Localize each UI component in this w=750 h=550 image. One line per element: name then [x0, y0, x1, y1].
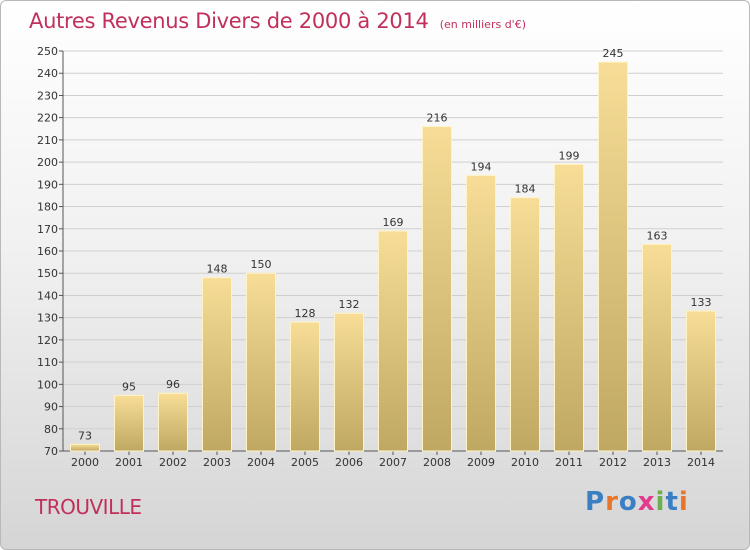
- value-label: 148: [207, 263, 228, 276]
- x-tick-label: 2013: [643, 456, 671, 469]
- x-tick-label: 2005: [291, 456, 319, 469]
- y-tick-label: 250: [37, 45, 58, 58]
- value-label: 95: [122, 380, 136, 393]
- y-tick-label: 120: [37, 334, 58, 347]
- chart-title-row: Autres Revenus Divers de 2000 à 2014 (en…: [29, 9, 526, 33]
- value-label: 199: [559, 149, 580, 162]
- labels: 7080901001101201301401501601701801902002…: [37, 45, 715, 469]
- chart-title: Autres Revenus Divers de 2000 à 2014: [29, 9, 429, 33]
- bar-2007: [377, 230, 409, 452]
- x-tick-label: 2001: [115, 456, 143, 469]
- bar-2004: [245, 272, 277, 452]
- brand-logo: Proxiti: [585, 487, 689, 517]
- brand-letter: i: [655, 487, 666, 517]
- y-tick-label: 210: [37, 134, 58, 147]
- bar-2003: [201, 277, 233, 452]
- bar-2013: [641, 243, 673, 452]
- x-tick-label: 2003: [203, 456, 231, 469]
- bar-2011: [553, 163, 585, 452]
- y-tick-label: 70: [44, 445, 58, 458]
- value-label: 245: [603, 47, 624, 60]
- y-tick-label: 90: [44, 401, 58, 414]
- value-label: 150: [251, 258, 272, 271]
- y-tick-label: 180: [37, 201, 58, 214]
- value-label: 73: [78, 429, 92, 442]
- bar-2002: [157, 392, 189, 452]
- value-label: 169: [383, 216, 404, 229]
- y-tick-label: 150: [37, 267, 58, 280]
- bar-2005: [289, 321, 321, 452]
- value-label: 96: [166, 378, 180, 391]
- y-tick-label: 240: [37, 67, 58, 80]
- x-tick-label: 2006: [335, 456, 363, 469]
- bar-2014: [685, 310, 717, 452]
- bar-2009: [465, 174, 497, 452]
- x-tick-label: 2007: [379, 456, 407, 469]
- brand-letter: P: [585, 487, 606, 517]
- y-tick-label: 220: [37, 112, 58, 125]
- bar-2008: [421, 126, 453, 452]
- y-tick-label: 100: [37, 378, 58, 391]
- bar-2001: [113, 394, 145, 452]
- x-tick-label: 2011: [555, 456, 583, 469]
- brand-letter: i: [678, 487, 689, 517]
- bar-2012: [597, 61, 629, 452]
- x-tick-label: 2000: [71, 456, 99, 469]
- x-tick-label: 2002: [159, 456, 187, 469]
- x-tick-label: 2004: [247, 456, 275, 469]
- chart-unit: (en milliers d'€): [439, 18, 526, 31]
- brand-letter: r: [605, 487, 619, 517]
- y-tick-label: 200: [37, 156, 58, 169]
- x-tick-label: 2009: [467, 456, 495, 469]
- x-tick-label: 2010: [511, 456, 539, 469]
- value-label: 194: [471, 160, 492, 173]
- place-name: TROUVILLE: [35, 495, 142, 519]
- value-label: 132: [339, 298, 360, 311]
- brand-letter: t: [665, 487, 679, 517]
- bars: [69, 61, 717, 452]
- y-tick-label: 130: [37, 312, 58, 325]
- value-label: 184: [515, 183, 536, 196]
- y-tick-label: 170: [37, 223, 58, 236]
- brand-letter: x: [637, 487, 656, 517]
- value-label: 128: [295, 307, 316, 320]
- y-tick-label: 140: [37, 289, 58, 302]
- value-label: 163: [647, 229, 668, 242]
- value-label: 133: [691, 296, 712, 309]
- y-tick-label: 110: [37, 356, 58, 369]
- bar-2000: [69, 443, 101, 452]
- y-tick-label: 230: [37, 89, 58, 102]
- y-tick-label: 190: [37, 178, 58, 191]
- x-tick-label: 2008: [423, 456, 451, 469]
- brand-letter: o: [618, 487, 638, 517]
- x-tick-label: 2014: [687, 456, 715, 469]
- bar-2006: [333, 312, 365, 452]
- y-tick-label: 160: [37, 245, 58, 258]
- y-tick-label: 80: [44, 423, 58, 436]
- value-label: 216: [427, 112, 448, 125]
- x-tick-label: 2012: [599, 456, 627, 469]
- bar-2010: [509, 197, 541, 452]
